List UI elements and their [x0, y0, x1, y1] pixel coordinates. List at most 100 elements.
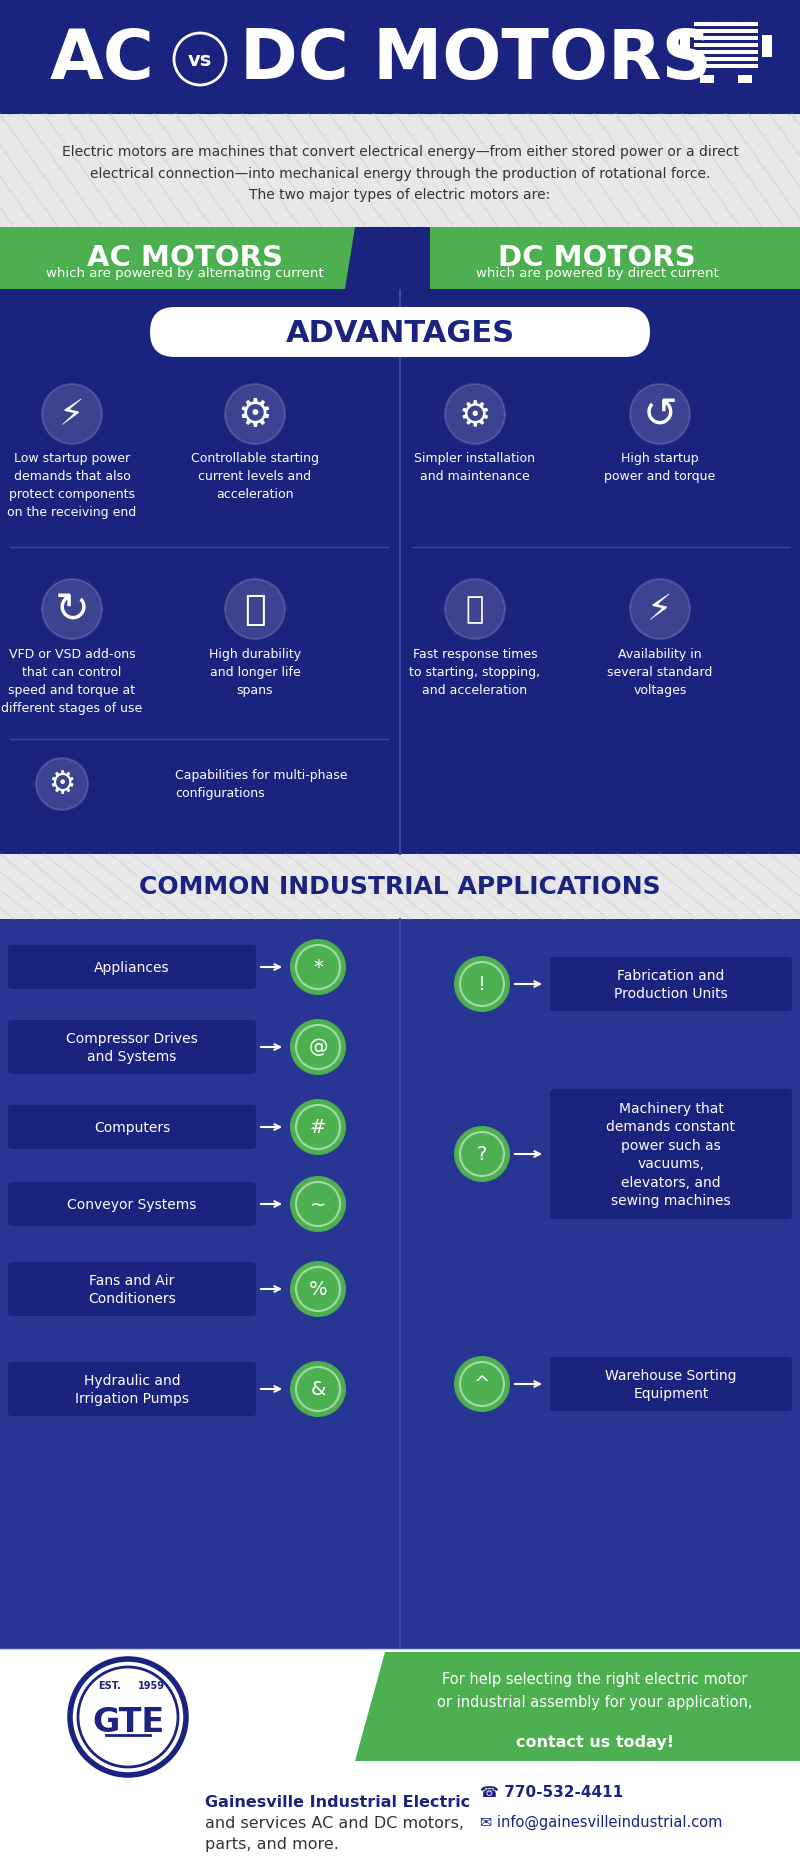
- Text: Controllable starting
current levels and
acceleration: Controllable starting current levels and…: [191, 451, 319, 500]
- Text: ✉ info@gainesvilleindustrial.com: ✉ info@gainesvilleindustrial.com: [480, 1815, 722, 1830]
- Bar: [694, 58, 758, 62]
- Circle shape: [290, 1099, 346, 1156]
- Polygon shape: [395, 229, 430, 290]
- Bar: [0, 1648, 800, 1873]
- Bar: [694, 43, 758, 49]
- Text: ☎ 770-532-4411: ☎ 770-532-4411: [480, 1785, 623, 1800]
- Text: which are powered by alternating current: which are powered by alternating current: [46, 266, 324, 279]
- Circle shape: [296, 1025, 340, 1069]
- Text: Machinery that
demands constant
power such as
vacuums,
elevators, and
sewing mac: Machinery that demands constant power su…: [606, 1101, 735, 1208]
- Text: &: &: [310, 1380, 326, 1399]
- Text: ⚡: ⚡: [59, 397, 85, 433]
- Circle shape: [42, 384, 102, 444]
- Circle shape: [454, 1356, 510, 1412]
- Text: ?: ?: [477, 1144, 487, 1163]
- Text: Fans and Air
Conditioners: Fans and Air Conditioners: [88, 1274, 176, 1305]
- Bar: [0, 290, 800, 854]
- Text: ^: ^: [474, 1375, 490, 1394]
- Circle shape: [290, 1019, 346, 1075]
- Text: ⚡: ⚡: [647, 592, 673, 627]
- Circle shape: [454, 957, 510, 1013]
- FancyBboxPatch shape: [550, 1090, 792, 1219]
- FancyBboxPatch shape: [8, 1021, 256, 1075]
- Text: !: !: [478, 976, 486, 995]
- Circle shape: [445, 579, 505, 641]
- Text: Electric motors are machines that convert electrical energy—from either stored p: Electric motors are machines that conver…: [62, 144, 738, 202]
- Text: Compressor Drives
and Systems: Compressor Drives and Systems: [66, 1032, 198, 1064]
- Text: contact us today!: contact us today!: [516, 1734, 674, 1749]
- Text: which are powered by direct current: which are powered by direct current: [476, 266, 718, 279]
- Polygon shape: [345, 229, 395, 290]
- Circle shape: [296, 1105, 340, 1150]
- Text: Gainesville Industrial Electric: Gainesville Industrial Electric: [205, 1794, 470, 1809]
- Circle shape: [225, 579, 285, 641]
- Circle shape: [630, 579, 690, 641]
- Text: *: *: [313, 957, 323, 978]
- Circle shape: [296, 1367, 340, 1410]
- FancyBboxPatch shape: [8, 1182, 256, 1227]
- Circle shape: [78, 1667, 178, 1766]
- Bar: [694, 51, 758, 54]
- Text: vs: vs: [188, 51, 212, 69]
- Text: Hydraulic and
Irrigation Pumps: Hydraulic and Irrigation Pumps: [75, 1373, 189, 1405]
- Text: ADVANTAGES: ADVANTAGES: [286, 318, 514, 347]
- Bar: [694, 37, 758, 41]
- Text: Availability in
several standard
voltages: Availability in several standard voltage…: [607, 648, 713, 697]
- Bar: [694, 30, 758, 34]
- Text: COMMON INDUSTRIAL APPLICATIONS: COMMON INDUSTRIAL APPLICATIONS: [139, 875, 661, 899]
- Text: ⏱: ⏱: [244, 592, 266, 627]
- Circle shape: [460, 963, 504, 1006]
- Text: Appliances: Appliances: [94, 961, 170, 974]
- FancyBboxPatch shape: [8, 1262, 256, 1317]
- Text: ~: ~: [310, 1195, 326, 1214]
- Bar: [680, 36, 690, 58]
- Text: DC MOTORS: DC MOTORS: [240, 26, 712, 94]
- Text: ↺: ↺: [642, 393, 678, 436]
- Bar: [0, 114, 800, 229]
- Text: Fabrication and
Production Units: Fabrication and Production Units: [614, 968, 728, 1000]
- FancyBboxPatch shape: [150, 307, 650, 358]
- FancyBboxPatch shape: [8, 946, 256, 989]
- Text: GTE: GTE: [92, 1706, 164, 1738]
- Circle shape: [445, 384, 505, 444]
- Text: EST.: EST.: [98, 1680, 121, 1689]
- Text: Warehouse Sorting
Equipment: Warehouse Sorting Equipment: [606, 1367, 737, 1401]
- Text: ⚙: ⚙: [48, 770, 76, 800]
- FancyBboxPatch shape: [8, 1362, 256, 1416]
- Text: DC MOTORS: DC MOTORS: [498, 243, 696, 272]
- Bar: [738, 77, 752, 84]
- Text: Simpler installation
and maintenance: Simpler installation and maintenance: [414, 451, 535, 483]
- Bar: [0, 854, 800, 920]
- Text: AC: AC: [50, 26, 155, 94]
- Circle shape: [290, 940, 346, 995]
- FancyBboxPatch shape: [8, 1105, 256, 1150]
- Text: Conveyor Systems: Conveyor Systems: [67, 1197, 197, 1212]
- Text: Capabilities for multi-phase
configurations: Capabilities for multi-phase configurati…: [175, 770, 347, 800]
- Bar: [694, 66, 758, 69]
- Circle shape: [290, 1362, 346, 1418]
- Bar: [762, 36, 772, 58]
- Text: ⏩: ⏩: [466, 596, 484, 624]
- Circle shape: [290, 1176, 346, 1232]
- Text: %: %: [309, 1279, 327, 1298]
- Circle shape: [296, 1268, 340, 1311]
- Polygon shape: [355, 1652, 800, 1761]
- Circle shape: [296, 946, 340, 989]
- Text: High startup
power and torque: High startup power and torque: [604, 451, 716, 483]
- Bar: [0, 0, 800, 114]
- Bar: [0, 920, 800, 1648]
- Circle shape: [36, 759, 88, 811]
- Circle shape: [630, 384, 690, 444]
- Text: High durability
and longer life
spans: High durability and longer life spans: [209, 648, 301, 697]
- Text: Low startup power
demands that also
protect components
on the receiving end: Low startup power demands that also prot…: [7, 451, 137, 519]
- Circle shape: [454, 1126, 510, 1182]
- Bar: [690, 19, 762, 77]
- Circle shape: [225, 384, 285, 444]
- Circle shape: [296, 1182, 340, 1227]
- Text: @: @: [308, 1038, 328, 1056]
- Bar: [700, 77, 714, 84]
- Bar: [694, 22, 758, 26]
- Text: 1959: 1959: [138, 1680, 165, 1689]
- Circle shape: [460, 1133, 504, 1176]
- Bar: [400, 229, 800, 290]
